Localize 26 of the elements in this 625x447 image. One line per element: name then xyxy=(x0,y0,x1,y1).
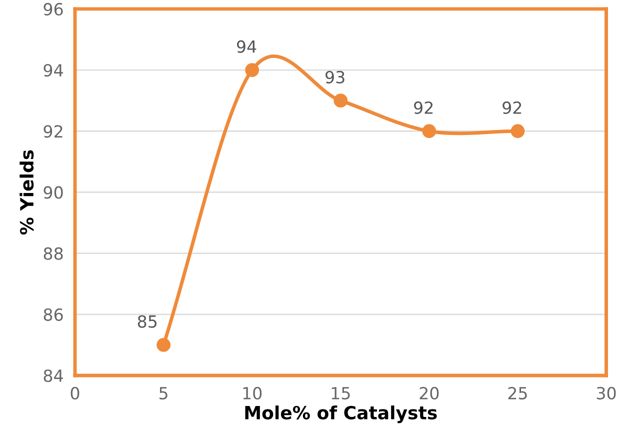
data-label: 94 xyxy=(236,40,256,53)
data-label: 85 xyxy=(138,315,157,328)
x-tick-label: 15 xyxy=(332,387,350,400)
x-axis-title: Mole% of Catalysts xyxy=(245,406,437,424)
y-tick-label: 84 xyxy=(44,369,63,382)
x-tick-label: 10 xyxy=(243,386,262,400)
y-tick-label: 90 xyxy=(44,186,63,199)
y-tick-label: 92 xyxy=(44,125,62,138)
x-tick-label: 0 xyxy=(70,386,80,400)
x-tick-label: 20 xyxy=(420,386,439,400)
x-tick-label: 25 xyxy=(508,386,527,400)
y-tick-label: 86 xyxy=(44,308,63,321)
y-tick-label: 94 xyxy=(44,64,63,77)
point xyxy=(510,124,525,138)
x-tick-label: 5 xyxy=(160,387,168,400)
point xyxy=(245,63,260,77)
data-label: 92 xyxy=(414,101,433,114)
y-axis-title: % Yields xyxy=(20,150,34,234)
y-tick-label: 96 xyxy=(44,2,63,16)
x-tick-label: 30 xyxy=(596,386,616,400)
point xyxy=(334,94,348,108)
y-tick-label: 88 xyxy=(44,247,63,260)
data-label: 92 xyxy=(502,101,522,114)
data-label: 93 xyxy=(326,70,344,84)
point xyxy=(156,338,170,352)
point xyxy=(422,124,436,138)
